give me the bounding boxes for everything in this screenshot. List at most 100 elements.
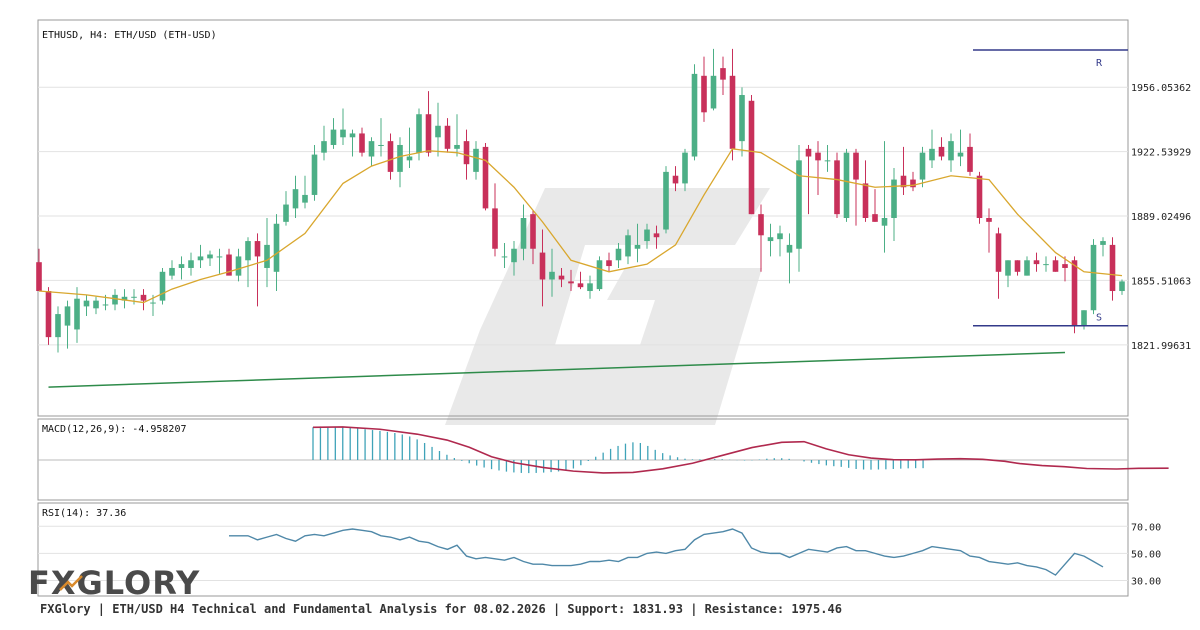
candle-body: [264, 244, 270, 268]
candle-body: [558, 275, 565, 280]
candle-body: [245, 241, 251, 261]
candle: [159, 267, 166, 305]
candle: [957, 129, 964, 167]
candle: [511, 241, 517, 276]
candle-body: [93, 300, 99, 309]
candle-body: [1071, 260, 1078, 326]
candle: [321, 125, 327, 161]
candle-body: [853, 152, 859, 180]
candle-body: [55, 314, 61, 338]
candle: [758, 204, 764, 272]
candle-body: [74, 298, 80, 330]
candle-body: [986, 218, 992, 222]
candle: [501, 242, 508, 268]
candle: [330, 118, 337, 149]
candle-body: [131, 296, 137, 298]
candle-body: [235, 256, 242, 276]
candle-body: [587, 283, 593, 292]
candle-body: [45, 291, 52, 338]
candle: [739, 87, 745, 157]
candle: [672, 166, 679, 192]
candle: [1090, 239, 1097, 315]
candle-body: [169, 267, 175, 276]
candle: [387, 133, 394, 180]
candle: [197, 244, 204, 268]
candle-body: [748, 100, 755, 215]
resistance-level-label: R: [1096, 58, 1103, 69]
candle: [36, 248, 42, 292]
candle-body: [805, 148, 812, 157]
candle: [444, 118, 451, 153]
candle-body: [482, 146, 489, 209]
candle: [1033, 252, 1040, 272]
candle-body: [663, 171, 669, 230]
candle-body: [83, 300, 90, 307]
candle: [682, 148, 688, 192]
candle: [359, 127, 365, 157]
candle: [549, 248, 555, 297]
candle-body: [653, 233, 660, 238]
candle: [416, 108, 422, 161]
rsi-header: RSI(14): 37.36: [42, 508, 126, 519]
candle-body: [938, 146, 945, 157]
candle-body: [492, 208, 498, 249]
candle: [976, 171, 983, 224]
candle-body: [102, 304, 109, 306]
candle: [815, 141, 821, 195]
candle-body: [416, 114, 422, 153]
candle: [995, 227, 1002, 299]
candle: [577, 271, 584, 290]
candle-body: [150, 302, 156, 304]
candle: [824, 144, 831, 172]
candle-body: [520, 218, 527, 249]
candle-body: [178, 264, 185, 268]
candle: [900, 146, 907, 195]
candle-body: [862, 183, 869, 218]
candle-body: [311, 154, 318, 195]
candle: [634, 223, 641, 263]
candle: [663, 166, 669, 234]
candle: [587, 275, 593, 299]
candle: [777, 225, 783, 257]
candle: [1081, 310, 1087, 330]
candle-body: [36, 262, 42, 292]
candle-body: [197, 256, 204, 261]
candle-body: [444, 125, 451, 149]
candle-body: [112, 294, 118, 305]
candle: [872, 189, 878, 222]
candle: [1071, 256, 1078, 334]
candle-body: [530, 214, 536, 249]
candle-body: [834, 160, 840, 215]
candle: [1119, 279, 1125, 295]
support-level-label: S: [1096, 313, 1102, 324]
candle-body: [891, 179, 897, 218]
candle-body: [957, 152, 964, 157]
candle: [425, 91, 432, 157]
candle: [881, 141, 888, 253]
rsi-line: [229, 528, 1104, 576]
candle-body: [273, 223, 280, 272]
candle-body: [1081, 310, 1087, 326]
candle: [226, 248, 232, 276]
candle: [862, 160, 869, 222]
candle-body: [929, 148, 935, 161]
candle: [216, 248, 223, 274]
candle-body: [872, 214, 878, 222]
candle: [435, 102, 441, 157]
candle-body: [387, 141, 394, 172]
candle-body: [967, 146, 973, 172]
candle: [843, 148, 850, 222]
candle-body: [1090, 244, 1097, 311]
candle-body: [1062, 264, 1068, 268]
candle: [910, 171, 916, 192]
candle-body: [1043, 264, 1049, 266]
candle-body: [330, 129, 337, 145]
candle-body: [910, 179, 916, 188]
candle-body: [226, 254, 232, 276]
symbol-header: ETHUSD, H4: ETH/USD (ETH-USD): [42, 30, 217, 41]
candle-body: [995, 233, 1002, 272]
candle: [1043, 256, 1049, 272]
candle: [606, 252, 612, 272]
candle: [644, 223, 650, 249]
